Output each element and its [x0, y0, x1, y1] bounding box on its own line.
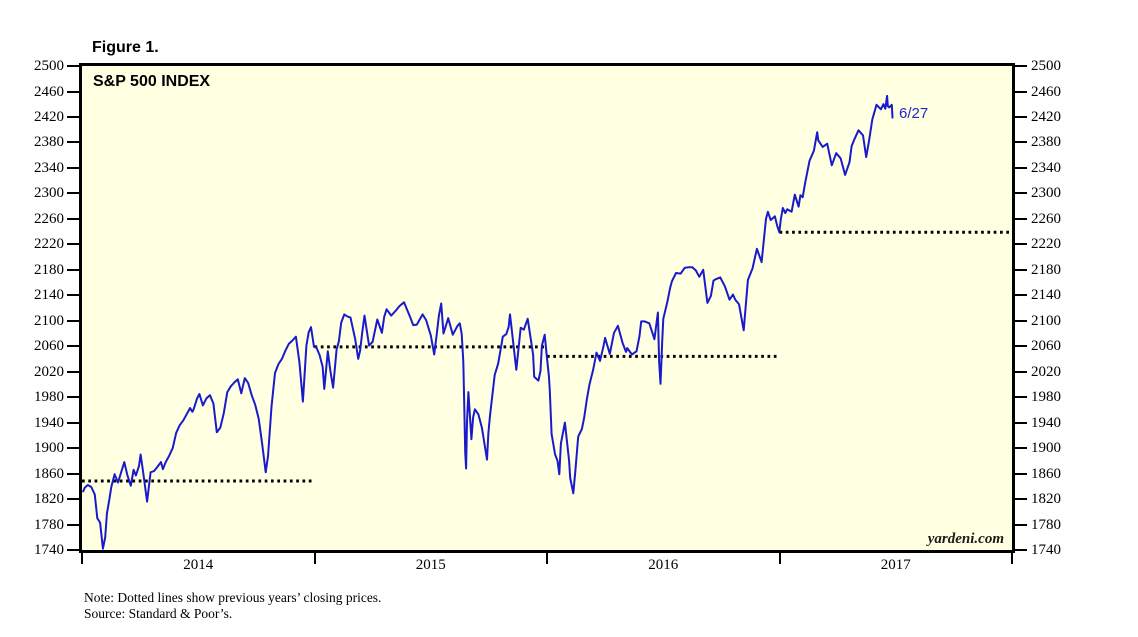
y-axis-label-right: 2380 — [1031, 134, 1061, 151]
y-axis-label-left: 1900 — [34, 440, 64, 457]
y-axis-tick-left — [67, 472, 79, 475]
y-axis-tick-left — [67, 90, 79, 93]
y-axis-tick-left — [67, 370, 79, 373]
x-axis-year-label: 2015 — [415, 557, 446, 573]
figure-label: Figure 1. — [92, 39, 159, 56]
y-axis-label-left: 2460 — [34, 83, 64, 100]
plot-panel: S&P 500 INDEX 6/27 yardeni.com — [79, 63, 1015, 553]
y-axis-tick-right — [1015, 243, 1027, 246]
source-text: Source: Standard & Poor’s. — [84, 606, 233, 621]
y-axis-tick-right — [1015, 345, 1027, 348]
price-line — [82, 94, 894, 550]
y-axis-label-right: 2180 — [1031, 261, 1061, 278]
y-axis-tick-left — [67, 141, 79, 144]
y-axis-label-left: 1820 — [34, 491, 64, 508]
y-axis-tick-left — [67, 268, 79, 271]
plot-svg — [82, 94, 1012, 550]
y-axis-tick-right — [1015, 166, 1027, 169]
y-axis-tick-right — [1015, 319, 1027, 322]
y-axis-tick-right — [1015, 472, 1027, 475]
y-axis-label-left: 2020 — [34, 363, 64, 380]
y-axis-tick-left — [67, 498, 79, 501]
x-axis-tick — [81, 553, 83, 564]
y-axis-label-right: 2020 — [1031, 363, 1061, 380]
y-axis-label-left: 1780 — [34, 516, 64, 533]
y-axis-label-right: 2340 — [1031, 159, 1061, 176]
y-axis-tick-right — [1015, 523, 1027, 526]
y-axis-label-right: 1740 — [1031, 542, 1061, 558]
y-axis-label-left: 2500 — [34, 58, 64, 74]
watermark: yardeni.com — [927, 531, 1004, 547]
y-axis-label-right: 1980 — [1031, 389, 1061, 406]
y-axis-tick-left — [67, 396, 79, 399]
y-axis-tick-right — [1015, 294, 1027, 297]
y-axis-label-left: 2340 — [34, 159, 64, 176]
y-axis-label-left: 1740 — [34, 542, 64, 558]
y-axis-tick-left — [67, 65, 79, 67]
last-date-annotation: 6/27 — [899, 105, 929, 122]
y-axis-tick-right — [1015, 370, 1027, 373]
y-axis-tick-left — [67, 549, 79, 551]
y-axis-label-left: 2420 — [34, 108, 64, 125]
x-axis-year-label: 2017 — [880, 557, 911, 573]
y-axis-label-right: 2300 — [1031, 185, 1061, 202]
y-axis-label-right: 2060 — [1031, 338, 1061, 355]
y-axis-tick-left — [67, 192, 79, 195]
y-axis-tick-left — [67, 523, 79, 526]
y-axis-tick-right — [1015, 421, 1027, 424]
y-axis-tick-left — [67, 421, 79, 424]
y-axis-label-right: 1820 — [1031, 491, 1061, 508]
x-axis-tick — [1011, 553, 1013, 564]
y-axis-tick-left — [67, 319, 79, 322]
y-axis-label-right: 1860 — [1031, 465, 1061, 482]
y-axis-label-left: 1980 — [34, 389, 64, 406]
x-axis-tick — [546, 553, 548, 564]
y-axis-tick-right — [1015, 268, 1027, 271]
y-axis-tick-right — [1015, 65, 1027, 67]
y-axis-tick-right — [1015, 396, 1027, 399]
y-axis-tick-left — [67, 345, 79, 348]
y-axis-tick-right — [1015, 217, 1027, 220]
y-axis-label-right: 1900 — [1031, 440, 1061, 457]
y-axis-tick-left — [67, 447, 79, 450]
y-axis-label-right: 2260 — [1031, 210, 1061, 227]
y-axis-label-left: 1860 — [34, 465, 64, 482]
y-axis-tick-left — [67, 166, 79, 169]
note-text: Note: Dotted lines show previous years’ … — [84, 590, 382, 605]
y-axis-tick-right — [1015, 141, 1027, 144]
y-axis-label-right: 2500 — [1031, 58, 1061, 74]
y-axis-label-right: 2140 — [1031, 287, 1061, 304]
y-axis-label-right: 1940 — [1031, 414, 1061, 431]
y-axis-label-left: 2220 — [34, 236, 64, 253]
y-axis-label-right: 2220 — [1031, 236, 1061, 253]
y-axis-tick-left — [67, 217, 79, 220]
x-axis-year-label: 2014 — [183, 557, 214, 573]
y-axis-tick-right — [1015, 192, 1027, 195]
y-axis-label-left: 1940 — [34, 414, 64, 431]
y-axis-tick-left — [67, 294, 79, 297]
x-axis-year-label: 2016 — [648, 557, 679, 573]
y-axis-label-left: 2180 — [34, 261, 64, 278]
chart-title: S&P 500 INDEX — [93, 73, 211, 90]
y-axis-label-right: 2420 — [1031, 108, 1061, 125]
y-axis-label-left: 2060 — [34, 338, 64, 355]
y-axis-label-left: 2260 — [34, 210, 64, 227]
x-axis-tick — [313, 553, 316, 564]
y-axis-label-right: 2100 — [1031, 312, 1061, 329]
y-axis-tick-right — [1015, 498, 1027, 501]
y-axis-label-left: 2300 — [34, 185, 64, 202]
y-axis-label-right: 1780 — [1031, 516, 1061, 533]
y-axis-tick-left — [67, 243, 79, 246]
y-axis-label-left: 2100 — [34, 312, 64, 329]
y-axis-tick-right — [1015, 90, 1027, 93]
y-axis-tick-right — [1015, 447, 1027, 450]
y-axis-tick-right — [1015, 549, 1027, 551]
y-axis-tick-left — [67, 115, 79, 118]
y-axis-label-left: 2380 — [34, 134, 64, 151]
x-axis-tick — [778, 553, 781, 564]
y-axis-tick-right — [1015, 115, 1027, 118]
y-axis-label-right: 2460 — [1031, 83, 1061, 100]
y-axis-label-left: 2140 — [34, 287, 64, 304]
